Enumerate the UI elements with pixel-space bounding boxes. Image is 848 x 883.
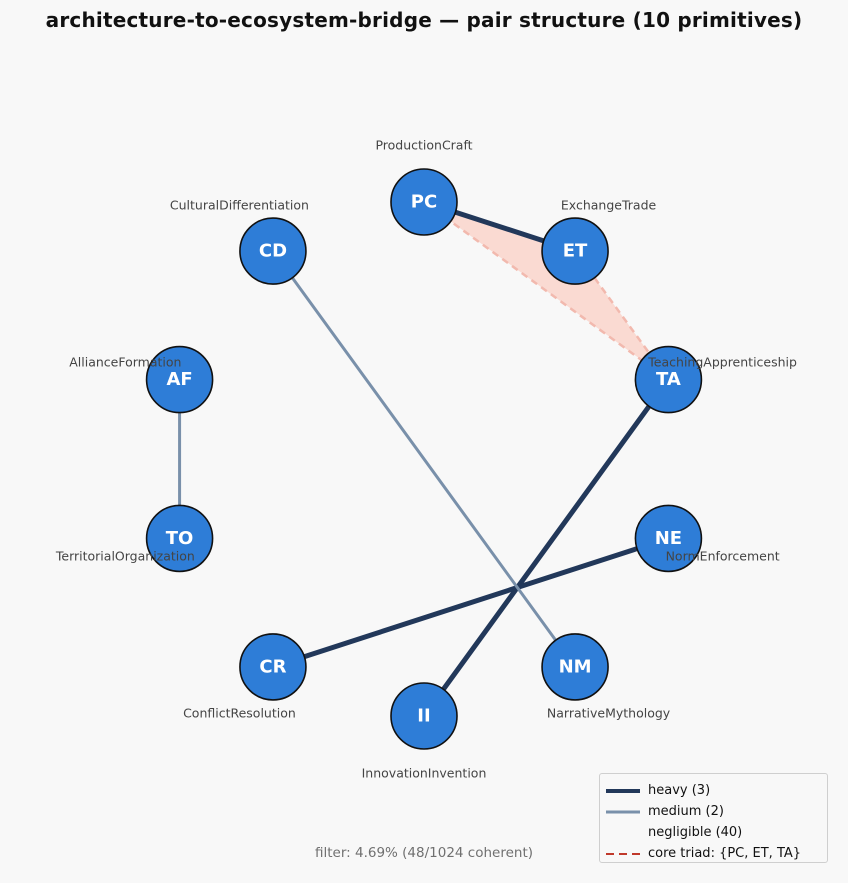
node-circle xyxy=(239,633,307,701)
edge-ta-ii xyxy=(421,377,671,719)
node-abbreviation: CD xyxy=(259,241,287,262)
node-circle xyxy=(634,345,703,414)
node-nm: NM NarrativeMythology xyxy=(541,633,671,721)
node-full-name: ConflictResolution xyxy=(183,706,296,721)
node-full-name: TeachingApprenticeship xyxy=(647,354,797,369)
legend-item-core-triad: core triad: {PC, ET, TA} xyxy=(606,843,819,864)
edge-ne-cr xyxy=(270,535,671,670)
legend-label-heavy: heavy (3) xyxy=(648,783,711,798)
legend-item-heavy: heavy (3) xyxy=(606,780,819,801)
node-circle xyxy=(541,217,609,285)
legend-label-negligible: negligible (40) xyxy=(648,825,743,840)
node-et: ET ExchangeTrade xyxy=(541,197,657,285)
node-circle xyxy=(541,633,609,701)
node-full-name: NarrativeMythology xyxy=(547,706,671,721)
node-pc: PC ProductionCraft xyxy=(375,138,473,236)
node-circle xyxy=(390,682,458,750)
node-abbreviation: NE xyxy=(655,528,682,549)
node-circle xyxy=(145,345,214,414)
medium-line-swatch xyxy=(606,810,640,813)
node-full-name: ProductionCraft xyxy=(375,138,472,153)
node-full-name: CulturalDifferentiation xyxy=(170,197,309,212)
node-abbreviation: II xyxy=(417,706,430,727)
legend-item-medium: medium (2) xyxy=(606,801,819,822)
filter-footer: filter: 4.69% (48/1024 coherent) xyxy=(314,845,534,861)
node-full-name: InnovationInvention xyxy=(362,766,487,781)
node-circle xyxy=(239,217,307,285)
node-full-name: ExchangeTrade xyxy=(561,197,657,212)
node-full-name: NormEnforcement xyxy=(666,549,780,564)
node-circle xyxy=(390,168,458,236)
node-abbreviation: ET xyxy=(563,241,588,262)
node-abbreviation: TO xyxy=(166,528,194,549)
node-ii: II InnovationInvention xyxy=(362,682,487,781)
legend-item-negligible: negligible (40) xyxy=(606,822,819,843)
node-circle xyxy=(634,504,703,573)
node-full-name: TerritorialOrganization xyxy=(55,549,195,564)
dashed-line-swatch xyxy=(606,852,640,855)
negligible-swatch xyxy=(606,826,640,840)
core-triad-layer xyxy=(422,200,670,381)
node-abbreviation: TA xyxy=(656,369,681,390)
node-full-name: AllianceFormation xyxy=(69,354,181,369)
legend-label-medium: medium (2) xyxy=(648,804,724,819)
legend-label-core-triad: core triad: {PC, ET, TA} xyxy=(648,846,802,861)
node-cd: CD CulturalDifferentiation xyxy=(170,197,309,285)
edge-cd-nm xyxy=(271,249,577,669)
node-abbreviation: PC xyxy=(411,192,437,213)
core-triad-region xyxy=(422,200,670,381)
node-layer: PC ProductionCraft ET ExchangeTrade TATeachi… xyxy=(55,138,797,781)
diagram-title: architecture-to-ecosystem-bridge — pair … xyxy=(45,8,803,32)
heavy-line-swatch xyxy=(606,788,640,793)
node-circle xyxy=(145,504,214,573)
node-abbreviation: CR xyxy=(259,656,286,677)
node-cr: CR ConflictResolution xyxy=(183,633,307,721)
node-abbreviation: NM xyxy=(559,656,592,677)
legend: heavy (3) medium (2) negligible (40) cor… xyxy=(599,773,828,863)
node-abbreviation: AF xyxy=(166,369,192,390)
